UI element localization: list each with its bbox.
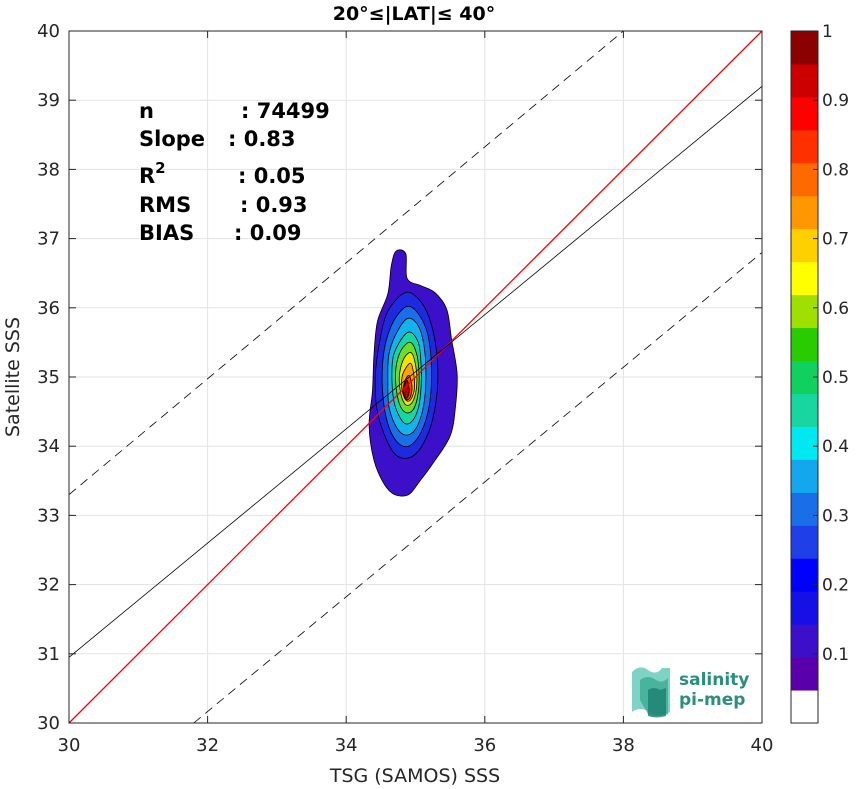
- y-tick-label: 33: [37, 505, 60, 526]
- wave-icon: [632, 667, 670, 718]
- colorbar-tick-label: 0.9: [822, 91, 849, 111]
- one-to-one-line: [68, 30, 763, 724]
- colorbar-tick-label: 0.5: [822, 368, 849, 388]
- y-tick-label: 38: [37, 159, 60, 180]
- y-tick-label: 34: [37, 436, 60, 457]
- stat-label: RMS: [139, 193, 191, 217]
- x-tick-label: 32: [196, 735, 219, 756]
- stat-label: BIAS: [139, 221, 194, 245]
- stat-value: : 0.09: [234, 221, 302, 245]
- salinity-pi-mep-logo: salinity pi-mep: [632, 667, 749, 718]
- colorbar-segment: [791, 162, 818, 197]
- colorbar-tick-label: 0.2: [822, 576, 849, 596]
- colorbar-segment: [791, 228, 818, 263]
- colorbar-segment: [791, 31, 818, 65]
- y-tick-label: 30: [37, 713, 60, 734]
- stat-label: Slope: [139, 127, 205, 151]
- x-axis-label: TSG (SAMOS) SSS: [329, 765, 500, 787]
- colorbar-segment: [791, 261, 818, 296]
- chart-title: 20°≤|LAT|≤ 40°: [333, 3, 496, 25]
- y-tick-label: 35: [37, 367, 60, 388]
- stat-label: n: [139, 99, 154, 123]
- colorbar-tick-label: 0.8: [822, 160, 849, 180]
- stat-label-superscript: 2: [155, 159, 165, 177]
- upper-bound-line: [68, 30, 624, 495]
- y-tick-label: 40: [37, 21, 60, 42]
- colorbar-segment: [791, 558, 818, 592]
- stat-value: : 74499: [241, 99, 330, 123]
- x-tick-label: 38: [612, 735, 635, 756]
- x-axis-ticks: 30 32 34 36 38 40: [58, 31, 774, 756]
- colorbar: 0.1 0.2 0.3 0.4 0.5 0.6 0.7 0.8 0.9 1: [790, 22, 849, 724]
- logo-line-1: salinity: [679, 670, 749, 690]
- y-tick-label: 36: [37, 298, 60, 319]
- stats-box: n : 74499 Slope : 0.83 R2 : 0.05 RMS : 0.93 BIAS…: [139, 99, 330, 245]
- colorbar-segment: [791, 327, 818, 362]
- colorbar-tick-label: 1: [822, 22, 833, 42]
- x-tick-label: 36: [473, 735, 496, 756]
- stat-value: : 0.83: [228, 127, 296, 151]
- colorbar-tick-label: 0.4: [822, 437, 849, 457]
- y-axis-label: Satellite SSS: [2, 317, 24, 437]
- colorbar-segment: [791, 63, 818, 98]
- colorbar-segment: [791, 459, 818, 493]
- colorbar-segment: [791, 96, 818, 131]
- colorbar-tick-label: 0.7: [822, 230, 849, 250]
- colorbar-segment: [791, 426, 818, 460]
- density-contours: [368, 249, 458, 497]
- stat-value: : 0.93: [240, 193, 308, 217]
- y-tick-label: 39: [37, 90, 60, 111]
- y-tick-label: 31: [37, 644, 60, 665]
- colorbar-segment: [791, 657, 818, 691]
- colorbar-tick-label: 0.6: [822, 299, 849, 319]
- reference-lines: [68, 30, 763, 724]
- colorbar-segment: [791, 195, 818, 230]
- colorbar-segment: [791, 393, 818, 427]
- logo-line-2: pi-mep: [679, 690, 745, 710]
- colorbar-tick-label: 0.1: [822, 645, 849, 665]
- colorbar-segment: [791, 294, 818, 329]
- x-tick-label: 30: [58, 735, 81, 756]
- x-tick-label: 34: [335, 735, 358, 756]
- colorbar-tick-label: 0.3: [822, 506, 849, 526]
- lower-bound-line: [193, 252, 763, 724]
- stat-value: : 0.05: [238, 164, 306, 188]
- y-tick-label: 32: [37, 575, 60, 596]
- regression-line: [68, 86, 763, 658]
- colorbar-segment: [791, 591, 818, 625]
- y-tick-label: 37: [37, 229, 60, 250]
- y-axis-ticks: 30 31 32 33 34 35 36 37 38 39 40: [37, 21, 762, 734]
- stat-label: R2: [139, 159, 166, 188]
- colorbar-segment: [791, 129, 818, 164]
- colorbar-segment: [791, 492, 818, 526]
- x-tick-label: 40: [751, 735, 774, 756]
- colorbar-segment: [791, 690, 818, 724]
- colorbar-segment: [791, 525, 818, 559]
- colorbar-segment: [791, 624, 818, 658]
